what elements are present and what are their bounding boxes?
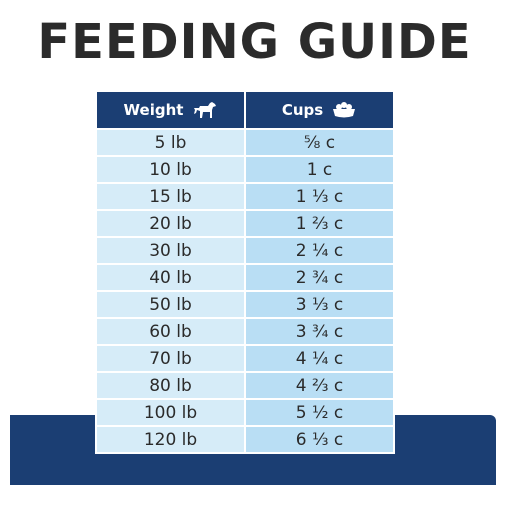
weight-header-label: Weight bbox=[123, 101, 184, 119]
cups-cell: 5 ½ c bbox=[244, 398, 395, 427]
food-bowl-icon bbox=[331, 101, 357, 119]
page-title: FEEDING GUIDE bbox=[37, 14, 472, 70]
dog-icon bbox=[191, 100, 217, 120]
cups-cell: 2 ¼ c bbox=[244, 236, 395, 265]
table-row: 40 lb 2 ¾ c bbox=[95, 263, 395, 292]
weight-cell: 50 lb bbox=[95, 290, 246, 319]
cups-cell: 4 ¼ c bbox=[244, 344, 395, 373]
weight-cell: 40 lb bbox=[95, 263, 246, 292]
weight-cell: 60 lb bbox=[95, 317, 246, 346]
cups-cell: 1 c bbox=[244, 155, 395, 184]
weight-cell: 30 lb bbox=[95, 236, 246, 265]
table-row: 30 lb 2 ¼ c bbox=[95, 236, 395, 265]
feeding-table: Weight Cups bbox=[95, 90, 395, 454]
weight-cell: 10 lb bbox=[95, 155, 246, 184]
cups-cell: 1 ⅓ c bbox=[244, 182, 395, 211]
cups-header: Cups bbox=[244, 90, 395, 130]
cups-cell: 6 ⅓ c bbox=[244, 425, 395, 454]
table-row: 70 lb 4 ¼ c bbox=[95, 344, 395, 373]
weight-cell: 100 lb bbox=[95, 398, 246, 427]
weight-cell: 20 lb bbox=[95, 209, 246, 238]
cups-header-label: Cups bbox=[281, 101, 324, 119]
cups-cell: 4 ⅔ c bbox=[244, 371, 395, 400]
cups-cell: ⅝ c bbox=[244, 128, 395, 157]
table-header-row: Weight Cups bbox=[95, 90, 395, 130]
cups-cell: 3 ¾ c bbox=[244, 317, 395, 346]
table-row: 10 lb 1 c bbox=[95, 155, 395, 184]
weight-cell: 5 lb bbox=[95, 128, 246, 157]
table-row: 100 lb 5 ½ c bbox=[95, 398, 395, 427]
weight-header: Weight bbox=[95, 90, 246, 130]
table-row: 20 lb 1 ⅔ c bbox=[95, 209, 395, 238]
table-row: 60 lb 3 ¾ c bbox=[95, 317, 395, 346]
cups-cell: 3 ⅓ c bbox=[244, 290, 395, 319]
cups-cell: 1 ⅔ c bbox=[244, 209, 395, 238]
cups-cell: 2 ¾ c bbox=[244, 263, 395, 292]
weight-cell: 80 lb bbox=[95, 371, 246, 400]
table-row: 80 lb 4 ⅔ c bbox=[95, 371, 395, 400]
weight-cell: 120 lb bbox=[95, 425, 246, 454]
weight-cell: 70 lb bbox=[95, 344, 246, 373]
feeding-table-container: Weight Cups bbox=[95, 90, 395, 454]
table-row: 120 lb 6 ⅓ c bbox=[95, 425, 395, 454]
weight-cell: 15 lb bbox=[95, 182, 246, 211]
table-row: 15 lb 1 ⅓ c bbox=[95, 182, 395, 211]
table-row: 50 lb 3 ⅓ c bbox=[95, 290, 395, 319]
table-row: 5 lb ⅝ c bbox=[95, 128, 395, 157]
